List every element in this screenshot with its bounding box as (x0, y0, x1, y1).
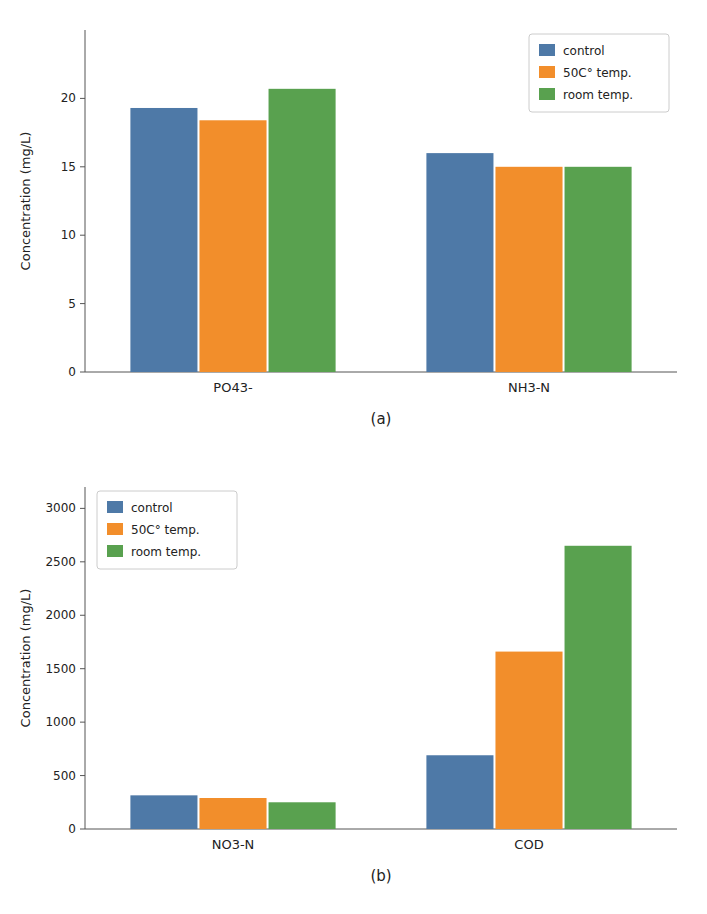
bar (199, 120, 266, 372)
bar (130, 108, 197, 372)
y-tick (80, 235, 85, 236)
legend-label: room temp. (131, 545, 201, 559)
y-tick-label: 2000 (45, 608, 76, 622)
panel: 0 5 10 15 20 Concentration (mg/L) PO43- NH3-N (a… (18, 30, 677, 428)
y-tick (80, 615, 85, 616)
y-tick (80, 98, 85, 99)
y-tick (80, 775, 85, 776)
y-tick (80, 829, 85, 830)
legend-box (97, 491, 237, 569)
legend-label: room temp. (563, 88, 633, 102)
y-tick (80, 508, 85, 509)
y-tick (80, 722, 85, 723)
legend-swatch (539, 66, 555, 78)
bar (426, 755, 493, 829)
y-axis-line (85, 30, 86, 372)
y-tick-label: 0 (68, 365, 76, 379)
bar (565, 546, 632, 829)
legend-swatch (539, 88, 555, 100)
bar (269, 802, 336, 829)
legend-swatch (107, 501, 123, 513)
y-tick-label: 0 (68, 822, 76, 836)
legend-swatch (539, 44, 555, 56)
bar (426, 153, 493, 372)
y-tick-label: 15 (61, 160, 76, 174)
bar (565, 167, 632, 372)
legend-label: control (563, 44, 605, 58)
legend-label: 50C° temp. (563, 66, 632, 80)
y-tick (80, 303, 85, 304)
y-tick (80, 561, 85, 562)
y-tick-label: 5 (68, 297, 76, 311)
y-tick (80, 668, 85, 669)
y-tick-label: 10 (61, 228, 76, 242)
legend-box (529, 34, 669, 112)
y-tick (80, 166, 85, 167)
panel-title: (a) (371, 410, 392, 428)
legend-swatch (107, 545, 123, 557)
panel-title: (b) (370, 867, 391, 885)
legend-label: control (131, 501, 173, 515)
bar (130, 795, 197, 829)
bars (130, 546, 631, 829)
legend-label: 50C° temp. (131, 523, 200, 537)
x-tick-label: NH3-N (508, 380, 550, 395)
bar (495, 652, 562, 829)
chart-root: 0 5 10 15 20 Concentration (mg/L) PO43- NH3-N (a… (0, 0, 707, 914)
panel: 0 500 1000 1500 2000 2500 3000 Concentration (m… (18, 487, 677, 885)
y-tick-label: 1000 (45, 715, 76, 729)
y-axis-label: Concentration (mg/L) (18, 589, 33, 728)
bars (130, 89, 631, 372)
y-axis-label: Concentration (mg/L) (18, 132, 33, 271)
y-tick-label: 3000 (45, 501, 76, 515)
y-tick-label: 2500 (45, 555, 76, 569)
y-tick-label: 1500 (45, 662, 76, 676)
chart-svg: 0 5 10 15 20 Concentration (mg/L) PO43- NH3-N (a… (0, 0, 707, 914)
y-tick-label: 20 (61, 91, 76, 105)
y-axis-line (85, 487, 86, 829)
x-tick-label: NO3-N (212, 837, 255, 852)
x-tick-label: COD (514, 837, 543, 852)
legend: control 50C° temp. room temp. (529, 34, 669, 112)
y-tick-label: 500 (53, 769, 76, 783)
y-tick (80, 372, 85, 373)
legend: control 50C° temp. room temp. (97, 491, 237, 569)
legend-swatch (107, 523, 123, 535)
x-tick-label: PO43- (213, 380, 253, 395)
bar (495, 167, 562, 372)
bar (269, 89, 336, 372)
bar (199, 798, 266, 829)
